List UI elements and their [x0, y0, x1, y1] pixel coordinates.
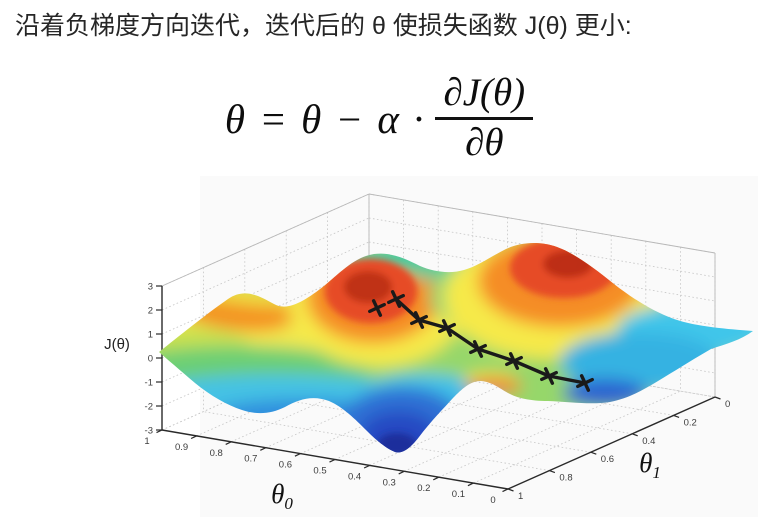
- floor-gridline: [203, 411, 550, 471]
- x-tick-label: 0.5: [313, 466, 326, 477]
- floor-gridline: [473, 390, 681, 484]
- wall-gridline: [161, 241, 370, 335]
- x-tick-label: 0.4: [348, 471, 361, 482]
- x-tick-label: 0.9: [175, 442, 188, 453]
- z-tick-label: 1: [148, 330, 153, 341]
- y-tick-label: 0: [725, 399, 730, 410]
- formula-numerator: ∂J(θ): [435, 71, 534, 120]
- wall-gridline: [368, 241, 716, 302]
- x-tick: [502, 488, 509, 493]
- box-edge: [368, 193, 716, 254]
- x-tick-label: 0.2: [417, 483, 430, 494]
- box-edge: [161, 193, 370, 287]
- slide-title: 沿着负梯度方向迭代，迭代后的 θ 使损失函数 J(θ) 更小:: [15, 12, 632, 40]
- descent-marker: [438, 319, 456, 337]
- x-tick: [363, 464, 370, 469]
- gradient-descent-path: [368, 290, 594, 392]
- y-tick: [673, 414, 680, 418]
- descent-marker: [540, 367, 558, 385]
- gradient-update-formula: θ = θ − α · ∂J(θ) ∂θ: [0, 71, 758, 166]
- floor-gridline: [244, 392, 591, 453]
- x-tick: [225, 441, 232, 445]
- descent-marker: [410, 311, 428, 329]
- x-tick-label: 0.8: [210, 448, 223, 459]
- x-tick: [433, 476, 440, 481]
- y-tick: [714, 396, 721, 400]
- y-tick-label: 0.4: [642, 436, 655, 447]
- x-tick-label: 0.3: [383, 477, 396, 488]
- formula-denominator: ∂θ: [465, 120, 504, 164]
- y-axis-label: θ1: [639, 448, 661, 482]
- y-tick: [507, 488, 514, 492]
- x-tick: [467, 482, 474, 487]
- descent-marker: [387, 290, 405, 308]
- descent-marker-stroke: [508, 352, 520, 370]
- z-tick-label: -1: [145, 378, 153, 389]
- x-tick-label: 0.7: [244, 454, 257, 465]
- y-tick: [549, 470, 556, 474]
- wall-gridline: [368, 217, 716, 278]
- y-tick-label: 0.8: [559, 473, 572, 484]
- x-tick: [294, 453, 301, 457]
- y-tick-label: 0.6: [601, 454, 614, 465]
- z-tick-label: 3: [148, 282, 153, 293]
- x-axis-label: θ0: [271, 479, 293, 513]
- y-tick: [631, 433, 638, 437]
- z-axis-label: J(θ): [104, 336, 130, 353]
- descent-marker-stroke: [390, 290, 402, 308]
- descent-marker-stroke: [441, 319, 453, 337]
- x-tick: [190, 435, 197, 440]
- x-tick-label: 1: [144, 436, 149, 447]
- z-tick-label: -2: [145, 402, 153, 413]
- descent-marker: [469, 340, 487, 358]
- descent-marker-stroke: [371, 299, 383, 317]
- x-tick-label: 0.1: [452, 489, 465, 500]
- descent-marker-stroke: [413, 311, 425, 329]
- x-tick-label: 0.6: [279, 460, 292, 471]
- x-tick: [156, 429, 163, 434]
- wall-gridline: [161, 217, 370, 311]
- descent-marker: [576, 374, 594, 392]
- formula-lhs: θ = θ − α ·: [224, 95, 426, 142]
- formula-fraction: ∂J(θ) ∂θ: [435, 71, 534, 166]
- descent-marker-stroke: [543, 367, 555, 385]
- wall-gridline: [368, 337, 716, 398]
- z-tick-label: 0: [148, 354, 153, 365]
- y-axis: [507, 396, 716, 490]
- x-tick: [260, 447, 267, 451]
- descent-marker-stroke: [472, 340, 484, 358]
- x-tick: [329, 458, 336, 463]
- z-tick-label: 2: [148, 306, 153, 317]
- y-tick-label: 0.2: [684, 417, 697, 428]
- y-tick-label: 1: [518, 491, 523, 502]
- descent-marker: [505, 352, 523, 370]
- descent-marker-stroke: [579, 374, 591, 392]
- z-tick-label: -3: [145, 426, 153, 437]
- descent-marker: [368, 299, 386, 317]
- x-tick: [398, 470, 405, 475]
- y-tick: [590, 451, 597, 455]
- x-tick-label: 0: [490, 495, 495, 506]
- axis-lines-and-ticks: [156, 285, 721, 493]
